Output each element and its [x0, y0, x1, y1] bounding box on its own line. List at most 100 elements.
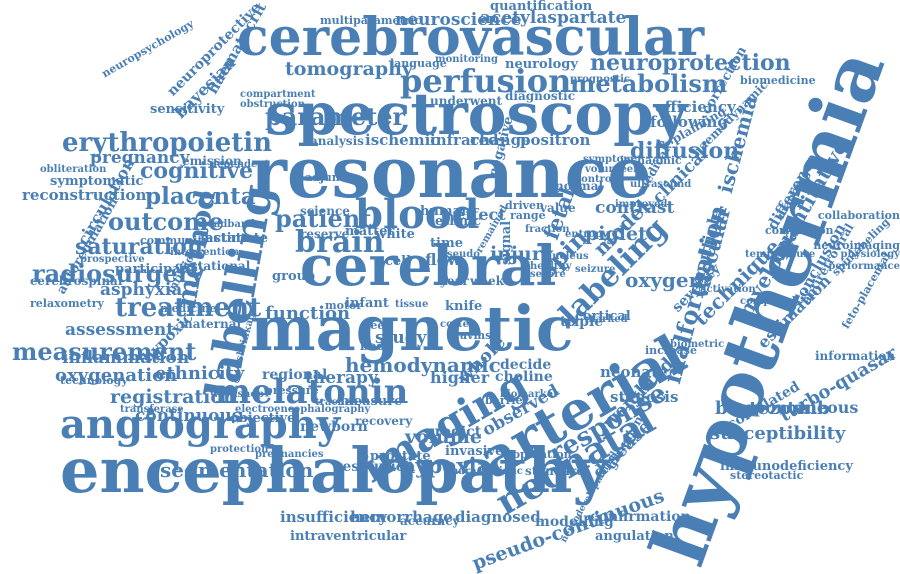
word-therapy: therapy — [305, 368, 378, 388]
word-angulation: angulation — [595, 529, 674, 544]
word-diagnosed: diagnosed — [455, 508, 541, 526]
word-diagnostic: diagnostic — [505, 89, 576, 103]
word-driven: driven — [505, 199, 545, 212]
word-participant: participant — [115, 262, 197, 277]
word-monitoring: monitoring — [435, 54, 498, 65]
word-inflammation: inflammation — [62, 348, 190, 368]
word-flow: flow — [425, 250, 462, 269]
word-regional: regional — [262, 367, 328, 383]
word-seizure: seizure — [575, 264, 616, 275]
word-white: white — [375, 227, 415, 242]
word-matter: matter — [345, 224, 395, 239]
word-year: year — [440, 274, 469, 288]
word-invasive: invasive — [445, 444, 504, 459]
word-spontaneous: spontaneous — [745, 398, 859, 417]
word-ethnicity: ethnicity — [155, 363, 245, 384]
word-newborn: newborn — [300, 419, 368, 435]
word-parameter: parameter — [265, 102, 406, 131]
word-stereotactic: stereotactic — [730, 469, 804, 482]
word-blood: blood — [355, 191, 480, 238]
word-assessment: assessment — [65, 320, 175, 340]
word-resonance: resonance — [250, 131, 652, 214]
word-pregnancies: pregnancies — [255, 449, 324, 460]
word-intervention: intervention — [170, 247, 240, 258]
word-healthy: healthy — [530, 261, 572, 272]
word-angiography: angiography — [60, 401, 341, 448]
word-intraventricular: intraventricular — [290, 529, 407, 544]
word-effect: effect — [455, 205, 506, 224]
word-marked: marked — [585, 314, 628, 325]
word-knife: knife — [445, 299, 483, 314]
word-erythropoietin: erythropoietin — [62, 128, 273, 158]
word-ischaemic: ischaemic — [620, 154, 682, 167]
word-volunteer: volunteer — [585, 164, 639, 175]
word-infant: infant — [345, 296, 389, 311]
word-spectroscopy: spectroscopy — [265, 80, 688, 148]
word-control: control — [575, 174, 616, 185]
word-increase: increase — [645, 344, 697, 357]
word-value: value — [540, 201, 576, 215]
word-improved: improved — [615, 199, 668, 210]
word-higher: higher — [430, 368, 490, 387]
word-biomarker: biomarker — [500, 389, 559, 400]
word-oxygenation: oxygenation — [55, 365, 178, 386]
word-neonate: neonate — [600, 363, 668, 381]
word-susceptibility: susceptibility — [710, 423, 846, 444]
word-symptom: symptom — [583, 154, 634, 165]
word-oxygen: oxygen — [625, 268, 704, 292]
word-physiology: physiology — [840, 249, 900, 260]
word-neuroprotection: neuroprotection — [590, 50, 791, 76]
word-prospective: prospective — [80, 254, 145, 265]
word-sleep: sleep — [360, 319, 393, 332]
word-performance: performance — [828, 261, 900, 272]
word-metabolism: metabolism — [570, 69, 728, 98]
word-community: community — [140, 234, 209, 247]
word-ultrasound: ultrasound — [630, 179, 692, 190]
word-obliteration: obliteration — [40, 164, 107, 175]
word-resolution: resolution — [335, 459, 416, 475]
word-pregnancy: pregnancy — [90, 148, 190, 168]
word-cortex: cortex — [440, 319, 475, 330]
word-cognitive: cognitive — [140, 158, 254, 184]
word-time: time — [430, 236, 463, 251]
word-severe: severe — [530, 269, 566, 280]
word-asphyxia: asphyxia — [100, 280, 183, 300]
word-cell: cell — [385, 254, 412, 269]
word-biomedicine: biomedicine — [740, 74, 816, 87]
word-avms: avms — [460, 329, 492, 342]
word-radiosurgery: radiosurgery — [32, 259, 205, 288]
word-perfusion: perfusion — [400, 62, 572, 100]
word-information: information — [815, 349, 896, 363]
word-adjunct: adjunct — [305, 171, 352, 184]
word-segmentation: segmentation — [160, 458, 314, 482]
word-quantification: quantification — [490, 0, 593, 14]
word-range: range — [510, 209, 546, 222]
word-magnetic: magnetic — [250, 292, 574, 365]
word-following: following — [650, 113, 728, 131]
word-stenosis: stenosis — [610, 388, 679, 406]
word-saturation: saturation — [75, 234, 203, 260]
word-function: function — [265, 303, 351, 324]
word-ischemic: ischemic — [365, 131, 440, 149]
word-insufficiency: insufficiency — [280, 508, 388, 526]
word-placenta: placenta — [145, 183, 256, 210]
word-dependent: dependent — [210, 159, 270, 170]
word-acetylaspartate: acetylaspartate — [480, 8, 627, 28]
word-recovery: recovery — [355, 414, 413, 428]
word-cerebrovascular: cerebrovascular — [237, 7, 705, 68]
word-efficiency: efficiency — [655, 98, 736, 116]
word-computed: computed — [740, 296, 796, 307]
word-prostate: prostate — [370, 449, 431, 464]
word-prognostic: prognostic — [570, 74, 630, 85]
word-pressure: pressure — [265, 384, 319, 397]
word-immunodeficiency: immunodeficiency — [720, 459, 853, 474]
word-nucleus: nucleus — [545, 251, 589, 262]
word-study: study — [375, 328, 427, 348]
word-signal: signal — [499, 220, 514, 265]
word-sensitivity: sensitivity — [150, 102, 225, 117]
word-hypoxia: hypoxia — [400, 453, 491, 478]
word-gestational: gestational — [175, 259, 251, 273]
word-entropy: entropy — [565, 229, 608, 240]
word-encephalopathy: encephalopathy — [60, 434, 609, 507]
word-biometric: biometric — [670, 339, 725, 350]
